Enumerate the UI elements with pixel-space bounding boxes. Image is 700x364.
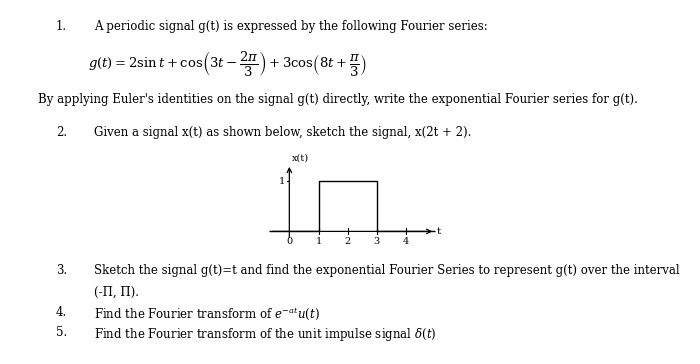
Text: 1: 1 [316,237,321,246]
Text: By applying Euler's identities on the signal g(t) directly, write the exponentia: By applying Euler's identities on the si… [38,93,638,106]
Text: t: t [437,227,441,236]
Text: 4.: 4. [56,306,67,319]
Text: (-Π, Π).: (-Π, Π). [94,286,139,299]
Text: 3.: 3. [56,264,67,277]
Text: 5.: 5. [56,326,67,339]
Text: A periodic signal g(t) is expressed by the following Fourier series:: A periodic signal g(t) is expressed by t… [94,20,489,33]
Text: 0: 0 [286,237,293,246]
Text: 4: 4 [403,237,409,246]
Text: 1: 1 [279,177,285,186]
Text: Given a signal x(t) as shown below, sketch the signal, x(2t + 2).: Given a signal x(t) as shown below, sket… [94,126,472,139]
Text: x(t): x(t) [293,154,309,162]
Text: Sketch the signal g(t)=t and find the exponential Fourier Series to represent g(: Sketch the signal g(t)=t and find the ex… [94,264,680,277]
Text: 1.: 1. [56,20,67,33]
Text: $g(t) = 2\sin t + \cos\!\left(3t - \dfrac{2\pi}{3}\right) + 3\cos\!\left(8t + \d: $g(t) = 2\sin t + \cos\!\left(3t - \dfra… [88,49,366,78]
Text: 2.: 2. [56,126,67,139]
Text: 3: 3 [374,237,380,246]
Text: Find the Fourier transform of $e^{-at}u(t)$: Find the Fourier transform of $e^{-at}u(… [94,306,321,322]
Text: Find the Fourier transform of the unit impulse signal $\delta(t)$: Find the Fourier transform of the unit i… [94,326,437,343]
Text: 2: 2 [344,237,351,246]
